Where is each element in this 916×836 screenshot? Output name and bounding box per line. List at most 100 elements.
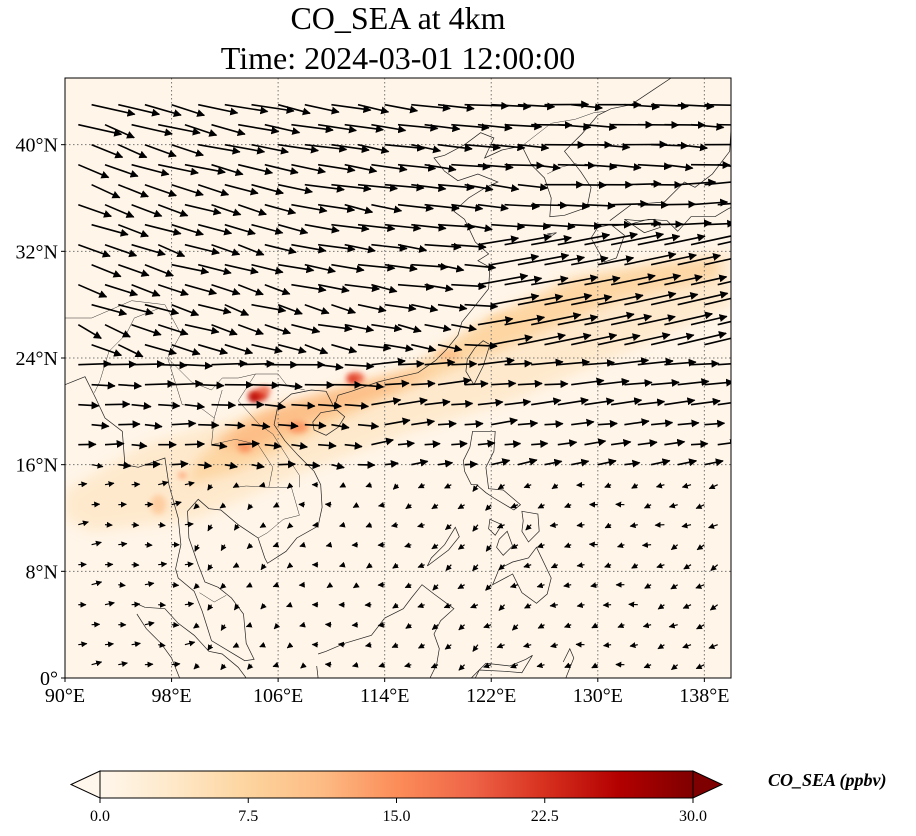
wind-arrow <box>384 460 399 468</box>
wind-arrow <box>158 561 168 568</box>
wind-arrow <box>78 243 111 258</box>
wind-arrow <box>717 163 731 167</box>
colorbar-tick-label: 0.0 <box>90 808 110 825</box>
wind-arrow <box>371 203 403 214</box>
wind-arrow <box>437 183 475 192</box>
wind-arrow <box>637 162 672 171</box>
wind-arrow <box>104 440 125 449</box>
wind-arrow <box>704 458 724 467</box>
wind-arrow <box>291 163 326 175</box>
wind-arrow <box>224 343 254 355</box>
wind-arrow <box>424 323 452 333</box>
wind-arrow <box>245 621 253 628</box>
wind-arrow <box>286 482 294 489</box>
wind-arrow <box>517 252 570 266</box>
wind-arrow <box>671 663 679 671</box>
wind-arrow <box>510 502 519 509</box>
wind-arrow <box>610 273 656 286</box>
wind-arrow <box>277 263 315 274</box>
wind-arrow <box>91 143 124 159</box>
wind-arrow <box>78 123 123 137</box>
wind-arrow <box>184 123 218 137</box>
wind-arrow <box>704 378 731 387</box>
wind-arrow <box>624 179 662 188</box>
wind-arrow <box>171 419 197 428</box>
wind-arrow <box>357 103 390 115</box>
wind-arrow <box>157 243 186 258</box>
wind-arrow <box>717 401 731 406</box>
colorbar-tick-label: 30.0 <box>679 808 707 825</box>
wind-arrow <box>278 421 299 430</box>
wind-arrow <box>637 273 682 286</box>
wind-arrow <box>397 323 422 334</box>
wind-arrow <box>458 664 466 671</box>
wind-arrow <box>158 521 166 528</box>
wind-arrow <box>717 439 731 448</box>
wind-arrow <box>557 202 591 211</box>
wind-arrow <box>491 102 532 111</box>
wind-arrow <box>259 481 266 488</box>
wind-arrow <box>704 297 731 306</box>
wind-arrow <box>437 263 465 273</box>
wind-arrow <box>464 420 484 429</box>
wind-arrow <box>184 640 196 647</box>
wind-arrow <box>610 397 643 406</box>
wind-arrow <box>597 377 630 386</box>
wind-arrow <box>523 482 532 489</box>
wind-arrow <box>259 641 266 648</box>
wind-arrow <box>351 621 359 628</box>
wind-arrow <box>171 460 189 469</box>
wind-arrow <box>264 203 297 215</box>
wind-arrow <box>584 311 635 326</box>
wind-arrow <box>571 332 618 346</box>
wind-arrow <box>197 223 233 236</box>
wind-arrow <box>211 401 237 410</box>
wind-arrow <box>531 235 572 246</box>
wind-arrow <box>384 103 419 114</box>
wind-arrow <box>477 123 513 132</box>
wind-arrow <box>331 462 345 470</box>
wind-arrow <box>158 641 166 648</box>
colorbar-ticks: 0.0 7.5 15.0 22.5 30.0 <box>90 798 707 825</box>
wind-arrow <box>424 283 454 293</box>
wind-arrow <box>291 442 308 450</box>
wind-arrow <box>224 263 259 275</box>
wind-arrow <box>118 103 161 117</box>
wind-arrow <box>131 601 141 608</box>
wind-arrow <box>144 343 177 356</box>
wind-arrow <box>597 292 644 306</box>
wind-arrow <box>597 142 631 151</box>
wind-arrow <box>78 203 112 218</box>
plume-hotspot <box>178 472 187 479</box>
coastline <box>316 584 455 678</box>
wind-arrow <box>657 643 665 650</box>
wind-arrow <box>211 359 248 368</box>
plume-hotspot <box>150 494 167 515</box>
wind-arrow <box>131 203 163 218</box>
wind-arrow <box>695 503 705 509</box>
wind-arrow <box>397 123 439 132</box>
wind-arrow <box>708 483 718 490</box>
wind-arrow <box>158 401 181 410</box>
wind-arrow <box>286 522 294 529</box>
wind-arrow <box>472 644 479 652</box>
wind-arrow <box>557 397 589 406</box>
wind-arrow <box>424 242 462 251</box>
wind-arrow <box>437 103 475 112</box>
wind-arrow <box>211 203 242 217</box>
wind-arrow <box>451 203 484 212</box>
map-title: CO_SEA at 4km <box>290 0 506 36</box>
wind-arrow <box>264 163 299 175</box>
wind-arrow <box>331 183 372 193</box>
wind-arrow <box>664 163 694 172</box>
wind-arrow <box>357 343 392 352</box>
wind-arrow <box>631 482 639 489</box>
wind-arrow <box>104 283 139 297</box>
wind-arrow <box>78 401 100 410</box>
wind-arrow <box>184 163 226 175</box>
wind-arrow <box>511 624 519 631</box>
wind-arrow <box>417 522 425 529</box>
wind-arrow <box>158 480 169 487</box>
wind-arrow <box>664 358 697 367</box>
wind-arrow <box>264 402 287 411</box>
